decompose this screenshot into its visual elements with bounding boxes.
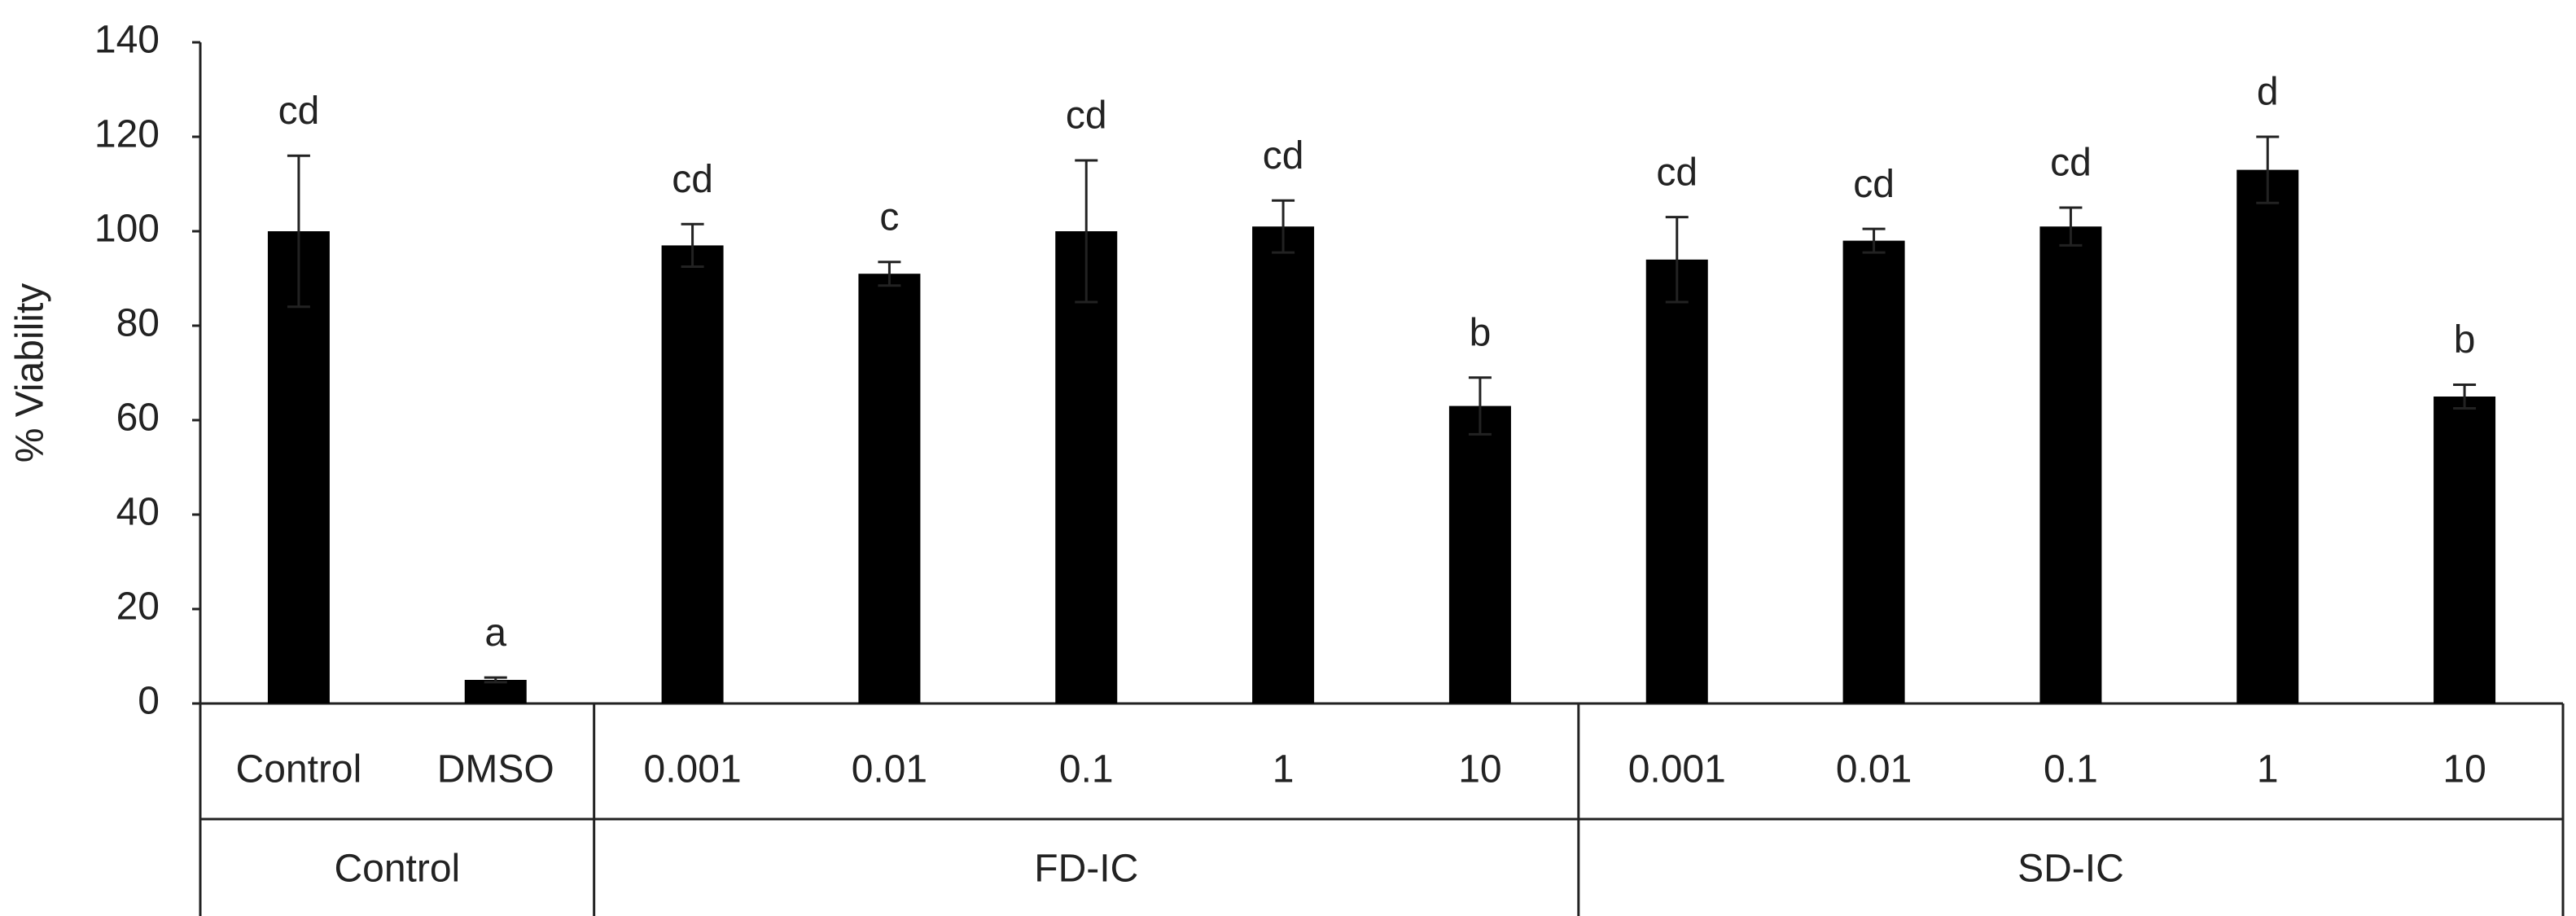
significance-letter: cd [278, 90, 320, 133]
x-tick-label: Control [236, 748, 362, 791]
y-tick-label: 140 [94, 19, 160, 62]
significance-letter: cd [1263, 134, 1304, 178]
significance-letter: cd [672, 158, 713, 201]
y-tick-label: 80 [116, 302, 160, 345]
x-tick-label: 10 [1458, 748, 1501, 791]
bar [1252, 226, 1315, 703]
significance-letter: cd [1066, 94, 1107, 138]
x-tick-label: 10 [2442, 748, 2486, 791]
x-tick-label: 1 [2257, 748, 2279, 791]
x-tick-label: 0.001 [644, 748, 742, 791]
x-tick-label: DMSO [437, 748, 554, 791]
bar [2039, 226, 2102, 703]
significance-letter: cd [1656, 151, 1698, 194]
significance-letter: c [879, 195, 899, 239]
significance-letter: b [2454, 318, 2476, 362]
y-tick-label: 120 [94, 113, 160, 156]
bar [1055, 231, 1118, 703]
y-tick-label: 20 [116, 585, 160, 629]
significance-letter: a [484, 611, 506, 655]
bar [1448, 405, 1511, 703]
bar [661, 245, 724, 703]
group-label: Control [334, 848, 460, 891]
x-tick-label: 0.01 [1836, 748, 1912, 791]
bar [2236, 169, 2299, 704]
x-tick-label: 1 [1273, 748, 1295, 791]
bar [2434, 397, 2496, 703]
bar [464, 680, 527, 703]
significance-letter: cd [1853, 163, 1895, 206]
bar [858, 274, 921, 703]
x-tick-label: 0.1 [1059, 748, 1114, 791]
y-axis-label: % Viability [9, 283, 52, 463]
y-tick-label: 0 [138, 680, 160, 723]
x-tick-label: 0.001 [1628, 748, 1726, 791]
significance-letter: b [1470, 311, 1492, 354]
y-tick-label: 100 [94, 208, 160, 251]
x-tick-label: 0.01 [852, 748, 927, 791]
significance-letter: cd [2050, 142, 2092, 185]
group-label: SD-IC [2017, 848, 2124, 891]
y-tick-label: 60 [116, 397, 160, 440]
group-label: FD-IC [1034, 848, 1138, 891]
significance-letter: d [2257, 71, 2279, 114]
bar [1645, 259, 1708, 703]
x-tick-label: 0.1 [2044, 748, 2098, 791]
y-tick-label: 40 [116, 491, 160, 534]
bar [1842, 240, 1905, 704]
bar [267, 231, 330, 703]
